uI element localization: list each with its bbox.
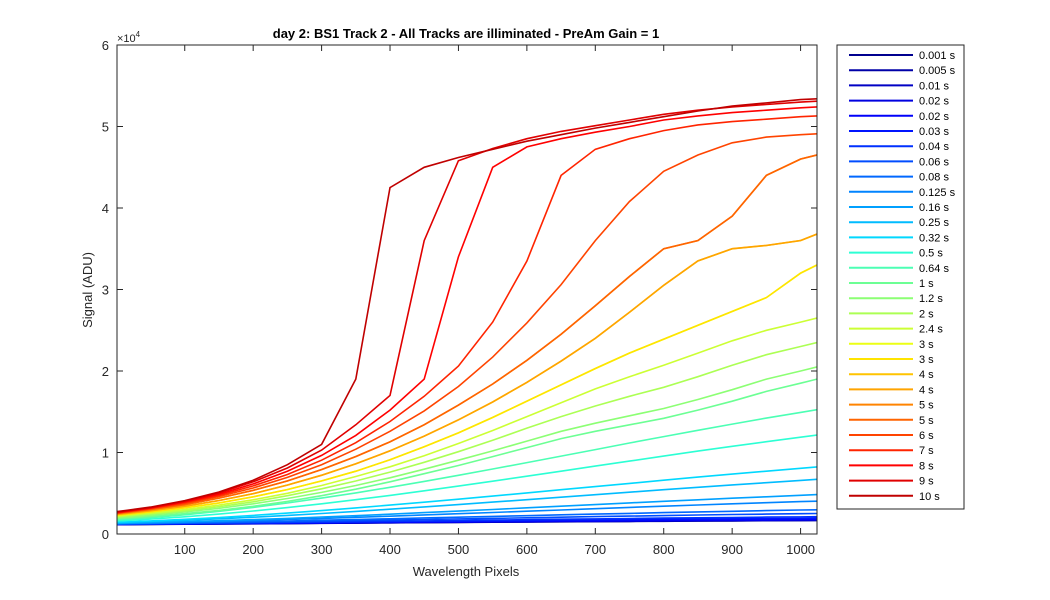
series-lines: [117, 98, 817, 526]
x-tick-label: 300: [311, 542, 333, 557]
legend-label-20: 3 s: [919, 354, 934, 366]
legend-label-24: 5 s: [919, 415, 934, 427]
legend-label-22: 4 s: [919, 384, 934, 396]
x-tick-label: 900: [721, 542, 743, 557]
legend-box: [836, 44, 965, 510]
legend-label-7: 0.06 s: [919, 156, 949, 168]
series-line-24: [117, 154, 817, 515]
chart-title: day 2: BS1 Track 2 - All Tracks are illi…: [273, 26, 659, 41]
x-tick-label: 500: [448, 542, 470, 557]
legend: 0.001 s 0.005 s 0.01 s 0.02 s 0.02 s 0.03 s 0.…: [836, 44, 965, 510]
series-line-21: [117, 233, 817, 516]
legend-label-26: 7 s: [919, 445, 934, 457]
legend-label-4: 0.02 s: [919, 111, 949, 123]
legend-label-12: 0.32 s: [919, 232, 949, 244]
legend-label-18: 2.4 s: [919, 324, 943, 336]
series-line-17: [117, 341, 817, 518]
series-line-28: [117, 100, 817, 513]
series-line-8: [117, 509, 817, 525]
series-line-10: [117, 493, 817, 525]
series-line-16: [117, 366, 817, 519]
legend-label-29: 10 s: [919, 491, 940, 503]
y-tick-label: 3: [102, 283, 109, 298]
y-exponent-power: 4: [136, 30, 141, 39]
legend-label-10: 0.16 s: [919, 202, 949, 214]
legend-label-25: 6 s: [919, 430, 934, 442]
legend-label-13: 0.5 s: [919, 248, 943, 260]
y-axis-label: Signal (ADU): [80, 252, 95, 328]
plot-area-frame: [116, 44, 818, 535]
y-axis: 0 1 2 3 4 5 6: [102, 38, 817, 542]
legend-label-17: 2 s: [919, 308, 934, 320]
series-line-12: [117, 466, 817, 523]
series-line-25: [117, 133, 817, 514]
legend-label-21: 4 s: [919, 369, 934, 381]
series-line-29: [117, 98, 817, 513]
series-line-22: [117, 233, 817, 516]
series-line-18: [117, 317, 817, 517]
y-tick-label: 1: [102, 446, 109, 461]
x-tick-label: 200: [242, 542, 264, 557]
series-line-14: [117, 408, 817, 521]
legend-label-9: 0.125 s: [919, 187, 956, 199]
y-axis-exponent: ×104: [117, 30, 141, 45]
series-line-26: [117, 115, 817, 514]
series-line-19: [117, 264, 817, 517]
x-tick-label: 700: [584, 542, 606, 557]
legend-label-0: 0.001 s: [919, 50, 956, 62]
legend-label-16: 1.2 s: [919, 293, 943, 305]
legend-label-19: 3 s: [919, 339, 934, 351]
y-tick-label: 5: [102, 120, 109, 135]
series-line-20: [117, 264, 817, 516]
legend-label-14: 0.64 s: [919, 263, 949, 275]
x-tick-label: 400: [379, 542, 401, 557]
x-axis-label: Wavelength Pixels: [413, 564, 520, 579]
x-tick-label: 600: [516, 542, 538, 557]
y-tick-label: 4: [102, 201, 109, 216]
legend-label-5: 0.03 s: [919, 126, 949, 138]
series-line-23: [117, 154, 817, 515]
legend-label-2: 0.01 s: [919, 80, 949, 92]
legend-label-1: 0.005 s: [919, 65, 956, 77]
series-line-13: [117, 434, 817, 522]
legend-label-8: 0.08 s: [919, 172, 949, 184]
y-tick-label: 2: [102, 364, 109, 379]
legend-label-11: 0.25 s: [919, 217, 949, 229]
y-tick-label: 0: [102, 527, 109, 542]
x-tick-label: 100: [174, 542, 196, 557]
legend-label-15: 1 s: [919, 278, 934, 290]
legend-label-27: 8 s: [919, 460, 934, 472]
series-line-15: [117, 378, 817, 520]
series-line-27: [117, 106, 817, 514]
x-tick-label: 1000: [786, 542, 815, 557]
legend-label-3: 0.02 s: [919, 96, 949, 108]
legend-label-23: 5 s: [919, 400, 934, 412]
series-line-11: [117, 478, 817, 524]
x-tick-label: 800: [653, 542, 675, 557]
legend-label-6: 0.04 s: [919, 141, 949, 153]
x-axis: 100 200 300 400 500 600 700 800 900 1000: [174, 45, 815, 557]
y-tick-label: 6: [102, 38, 109, 53]
y-exponent-base: ×10: [117, 33, 136, 45]
legend-label-28: 9 s: [919, 476, 934, 488]
